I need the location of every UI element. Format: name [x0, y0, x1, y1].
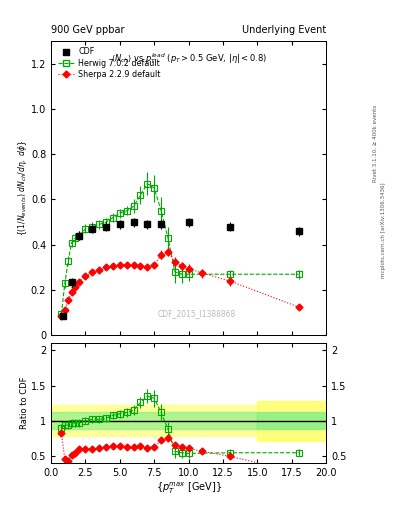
- Bar: [257, 401, 326, 441]
- Text: Underlying Event: Underlying Event: [242, 25, 326, 35]
- Text: $\langle N_{ch}\rangle$ vs $p_T^{lead}$ ($p_T > 0.5$ GeV, $|\eta| < 0.8$): $\langle N_{ch}\rangle$ vs $p_T^{lead}$ …: [110, 51, 267, 66]
- Y-axis label: Ratio to CDF: Ratio to CDF: [20, 377, 29, 430]
- Bar: [51, 412, 257, 430]
- Y-axis label: $\{(1/N_{events})\ dN_{ch}/d\eta,\ d\phi\}$: $\{(1/N_{events})\ dN_{ch}/d\eta,\ d\phi…: [17, 140, 29, 236]
- Text: mcplots.cern.ch [arXiv:1306.3436]: mcplots.cern.ch [arXiv:1306.3436]: [381, 183, 386, 278]
- Legend: CDF, Herwig 7.0.2 default, Sherpa 2.2.9 default: CDF, Herwig 7.0.2 default, Sherpa 2.2.9 …: [55, 45, 163, 81]
- Bar: [51, 406, 257, 436]
- Text: CDF_2015_I1388868: CDF_2015_I1388868: [158, 309, 236, 317]
- Bar: [257, 412, 326, 430]
- Text: Rivet 3.1.10, ≥ 400k events: Rivet 3.1.10, ≥ 400k events: [373, 105, 378, 182]
- X-axis label: $\{p_T^{max}\ [\mathrm{GeV}]\}$: $\{p_T^{max}\ [\mathrm{GeV}]\}$: [156, 481, 222, 497]
- Text: 900 GeV ppbar: 900 GeV ppbar: [51, 25, 125, 35]
